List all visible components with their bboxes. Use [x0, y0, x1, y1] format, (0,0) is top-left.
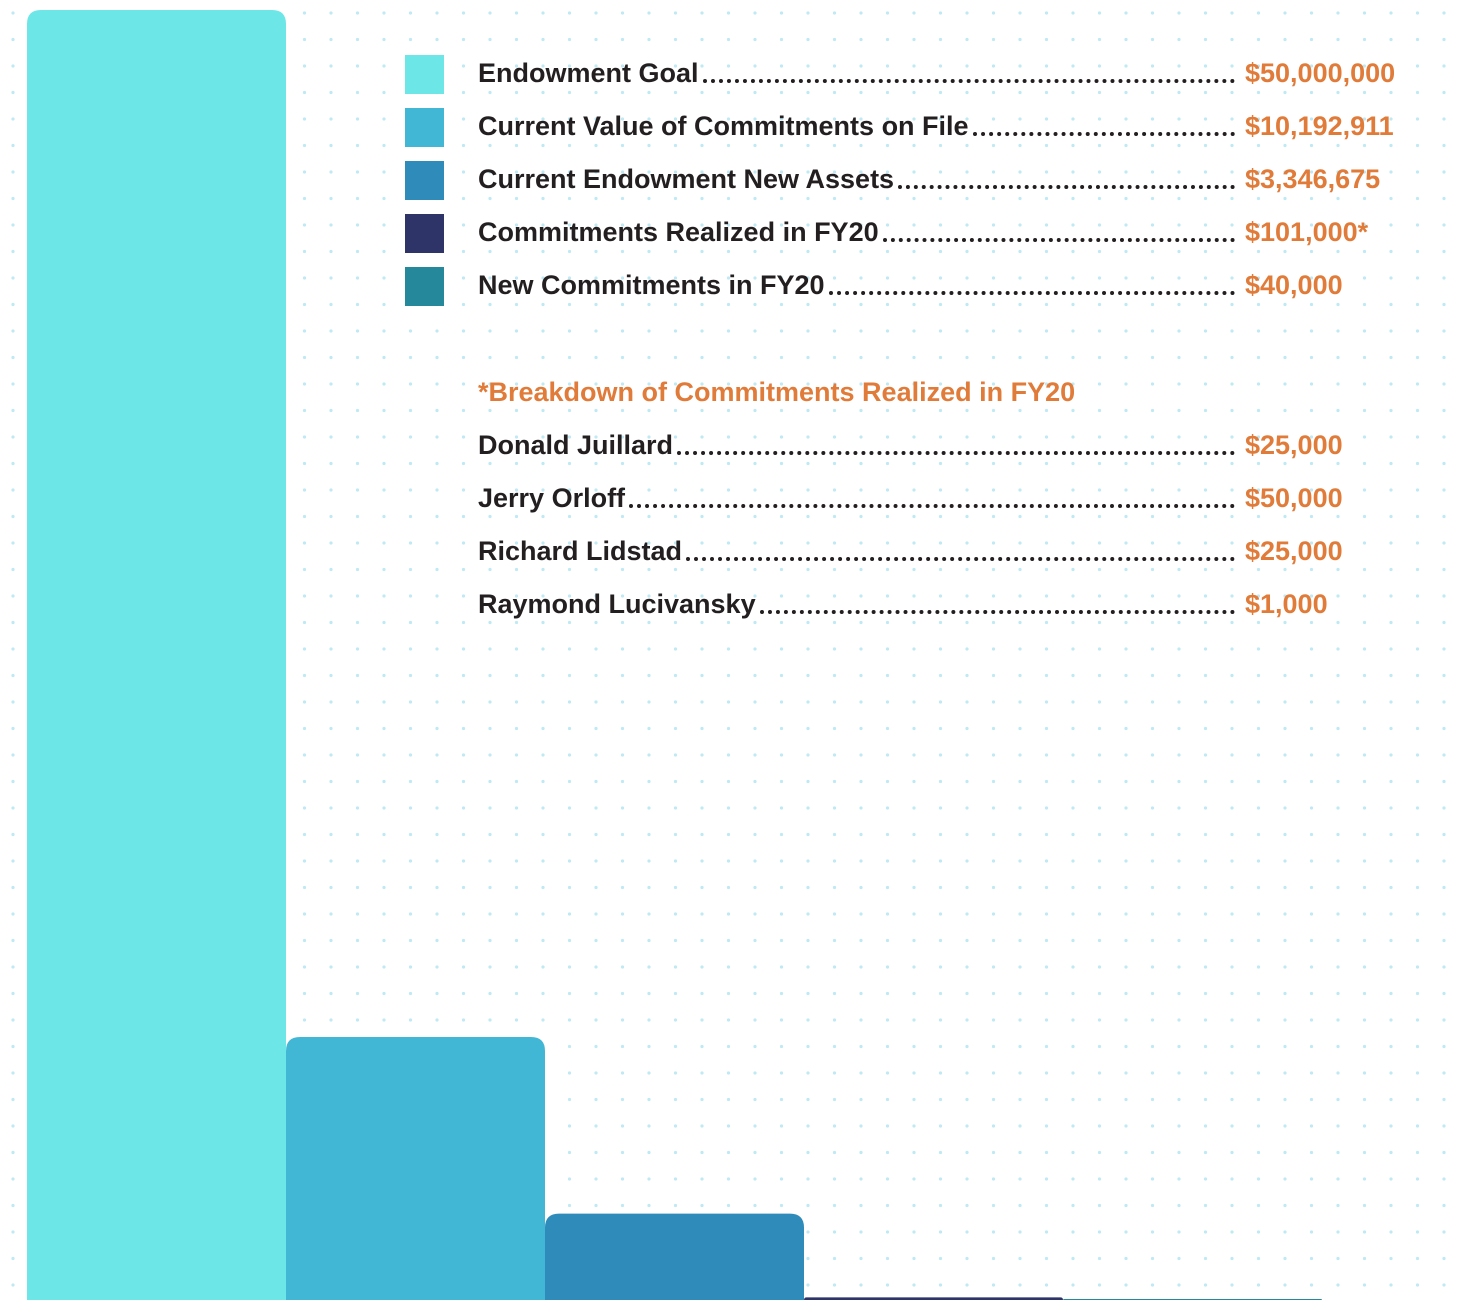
value-label: $10,192,911: [1245, 111, 1394, 141]
legend-item: Current Endowment New Assets $3,346,675: [405, 154, 1425, 207]
dot-leader: [882, 238, 1235, 242]
breakdown-name: Raymond Lucivansky: [478, 589, 756, 619]
breakdown-item: Donald Juillard $25,000: [405, 420, 1425, 473]
breakdown-title-text: *Breakdown of Commitments Realized in FY…: [478, 377, 1076, 407]
breakdown-amount: $25,000: [1245, 536, 1343, 566]
legend-item: Current Value of Commitments on File $10,…: [405, 101, 1425, 154]
breakdown-name: Richard Lidstad: [478, 536, 683, 566]
legend-swatch: [405, 108, 444, 147]
legend-swatch: [405, 267, 444, 306]
breakdown-name: Donald Juillard: [478, 430, 674, 460]
breakdown-amount: $50,000: [1245, 483, 1343, 513]
breakdown-amount: $1,000: [1245, 589, 1328, 619]
legend-label: New Commitments in FY20: [478, 270, 825, 300]
breakdown-item: Richard Lidstad $25,000: [405, 526, 1425, 579]
breakdown-item: Raymond Lucivansky $1,000: [405, 579, 1425, 632]
dot-leader: [677, 451, 1235, 455]
legend-label: Commitments Realized in FY20: [478, 217, 879, 247]
dot-leader: [686, 557, 1235, 561]
legend-item: Endowment Goal $50,000,000: [405, 48, 1425, 101]
bar: [27, 10, 286, 1300]
bar: [545, 1213, 804, 1300]
value-label: $101,000*: [1245, 217, 1369, 247]
value-label: $50,000,000: [1245, 58, 1396, 88]
legend-item: Commitments Realized in FY20 $101,000*: [405, 207, 1425, 260]
legend-swatch: [405, 161, 444, 200]
bar: [804, 1297, 1063, 1300]
dot-leader: [702, 79, 1235, 83]
dot-leader: [972, 132, 1235, 136]
legend-swatch: [405, 55, 444, 94]
breakdown-name: Jerry Orloff: [478, 483, 626, 513]
legend-swatch: [405, 214, 444, 253]
value-label: $3,346,675: [1245, 164, 1381, 194]
legend-label: Current Value of Commitments on File: [478, 111, 969, 141]
legend-label: Endowment Goal: [478, 58, 699, 88]
legend-label: Current Endowment New Assets: [478, 164, 895, 194]
dot-leader: [629, 504, 1235, 508]
dot-leader: [898, 185, 1235, 189]
breakdown-title: *Breakdown of Commitments Realized in FY…: [405, 367, 1425, 420]
breakdown-amount: $25,000: [1245, 430, 1343, 460]
dot-leader: [828, 291, 1235, 295]
legend: Endowment Goal $50,000,000 Current Value o…: [405, 48, 1425, 632]
bar: [286, 1037, 545, 1300]
breakdown-item: Jerry Orloff $50,000: [405, 473, 1425, 526]
dot-leader: [759, 610, 1235, 614]
value-label: $40,000: [1245, 270, 1343, 300]
legend-item: New Commitments in FY20 $40,000: [405, 260, 1425, 313]
